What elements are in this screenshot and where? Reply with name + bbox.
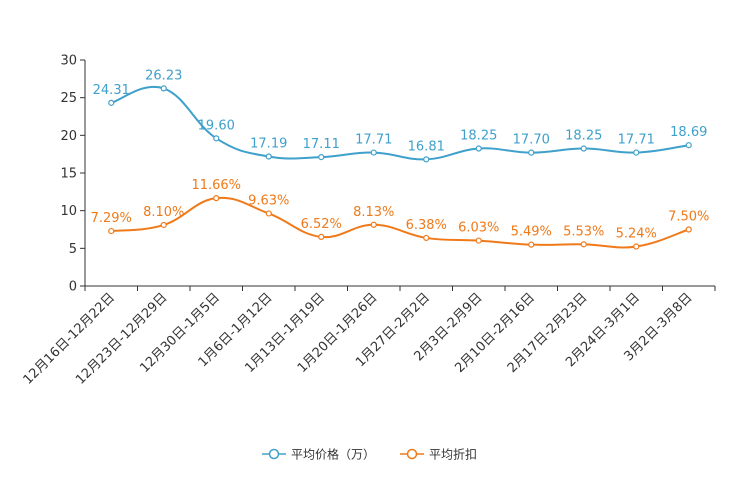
price-data-point[interactable] (633, 149, 640, 156)
discount-data-label: 11.66% (191, 178, 241, 193)
discount-data-label: 8.13% (353, 205, 394, 220)
data-labels-layer: 24.31 26.23 19.60 17.19 17.11 17.71 16.81 18.25… (91, 68, 710, 241)
discount-data-point[interactable] (318, 233, 325, 240)
discount-data-label: 7.29% (91, 211, 132, 226)
discount-data-point[interactable] (633, 243, 640, 250)
y-tick-label: 5 (69, 242, 77, 257)
discount-data-point[interactable] (108, 227, 115, 235)
price-data-point[interactable] (423, 156, 430, 163)
discount-data-label: 6.52% (301, 217, 342, 232)
discount-data-label: 5.49% (511, 225, 552, 240)
price-data-label: 18.69 (670, 125, 707, 140)
price-data-label: 24.31 (93, 83, 130, 98)
y-tick-label: 15 (60, 167, 77, 182)
series-layer (108, 85, 692, 250)
price-data-label: 16.81 (408, 139, 445, 154)
price-data-point[interactable] (580, 145, 587, 152)
discount-data-label: 8.10% (143, 205, 184, 220)
discount-data-label: 7.50% (668, 210, 709, 225)
price-data-point[interactable] (318, 154, 325, 161)
y-tick-label: 10 (60, 204, 77, 219)
price-data-label: 18.25 (565, 129, 602, 144)
price-data-label: 26.23 (145, 68, 182, 83)
x-tick-label: 12月16日-12月22日 (21, 290, 118, 387)
y-tick-label: 30 (60, 54, 77, 69)
y-tick-label: 25 (60, 91, 77, 106)
discount-data-label: 6.38% (406, 218, 447, 233)
discount-data-point[interactable] (370, 221, 377, 228)
discount-data-point[interactable] (265, 210, 272, 217)
discount-data-point[interactable] (160, 221, 167, 229)
discount-data-label: 9.63% (248, 193, 289, 208)
discount-series-line (111, 196, 690, 249)
price-data-label: 17.11 (303, 137, 340, 152)
legend-item-discount[interactable]: 平均折扣 (400, 447, 477, 462)
price-data-point[interactable] (475, 145, 482, 152)
price-data-point[interactable] (213, 135, 220, 142)
price-data-point[interactable] (528, 149, 535, 156)
discount-data-label: 5.24% (616, 227, 657, 242)
legend-label: 平均价格（万） (291, 447, 375, 462)
price-data-label: 17.71 (618, 133, 655, 148)
discount-data-point[interactable] (580, 241, 587, 248)
price-data-point[interactable] (370, 149, 377, 156)
discount-data-label: 5.53% (563, 224, 604, 239)
price-data-point[interactable] (685, 142, 692, 149)
price-data-point[interactable] (265, 153, 272, 160)
price-data-point[interactable] (160, 85, 167, 92)
legend-item-price[interactable]: 平均价格（万） (262, 447, 375, 462)
price-data-label: 17.19 (250, 137, 287, 152)
x-tick-label: 12月23日-12月29日 (73, 290, 170, 387)
discount-data-label: 6.03% (458, 221, 499, 236)
price-data-label: 17.71 (355, 133, 392, 148)
discount-data-point[interactable] (475, 237, 482, 244)
discount-data-point[interactable] (685, 226, 692, 233)
chart-legend[interactable]: 平均价格（万） 平均折扣 (262, 447, 477, 462)
legend-marker-icon (268, 448, 280, 460)
y-tick-label: 20 (60, 129, 77, 144)
legend-marker-icon (406, 448, 418, 460)
discount-data-point[interactable] (528, 241, 535, 248)
price-data-label: 19.60 (198, 118, 235, 133)
price-data-label: 17.70 (513, 133, 550, 148)
y-tick-label: 0 (69, 280, 77, 295)
price-series-line (110, 85, 689, 161)
price-data-label: 18.25 (460, 129, 497, 144)
discount-data-point[interactable] (423, 234, 430, 242)
discount-data-point[interactable] (213, 195, 220, 202)
price-data-point[interactable] (108, 99, 115, 106)
legend-label: 平均折扣 (429, 447, 477, 462)
